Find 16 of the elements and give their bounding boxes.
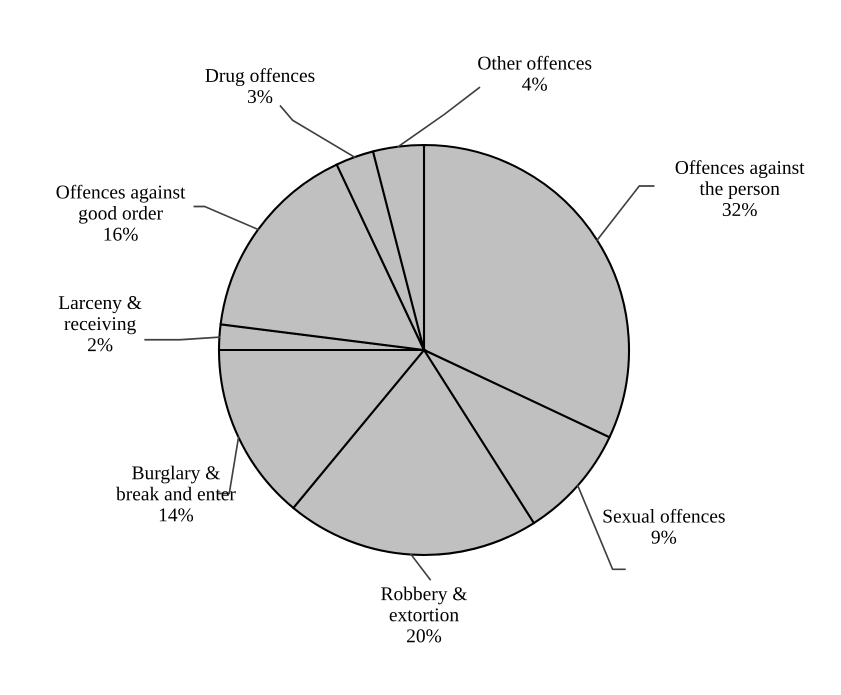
slice-label: Offences against the person bbox=[676, 160, 804, 200]
slice-label: Sexual offences bbox=[604, 508, 725, 523]
data-label: 9% bbox=[652, 530, 676, 544]
data-label: 16% bbox=[104, 228, 138, 241]
slice-label: Offences against good order bbox=[56, 184, 186, 224]
slice-label: Burglary & break and enter bbox=[116, 466, 236, 500]
slice-label: Robbery & extortion bbox=[381, 586, 468, 622]
data-label: 14% bbox=[160, 508, 194, 522]
data-label: 32% bbox=[722, 202, 757, 216]
slice-label: Drug offences bbox=[205, 68, 314, 86]
slice-label: Other offences bbox=[478, 56, 592, 70]
data-label: 20% bbox=[407, 629, 442, 642]
slice-label: Larceny & receiving bbox=[58, 296, 142, 334]
data-label: 3% bbox=[248, 90, 272, 104]
data-label: 4% bbox=[522, 78, 547, 91]
data-label: 2% bbox=[88, 338, 112, 352]
